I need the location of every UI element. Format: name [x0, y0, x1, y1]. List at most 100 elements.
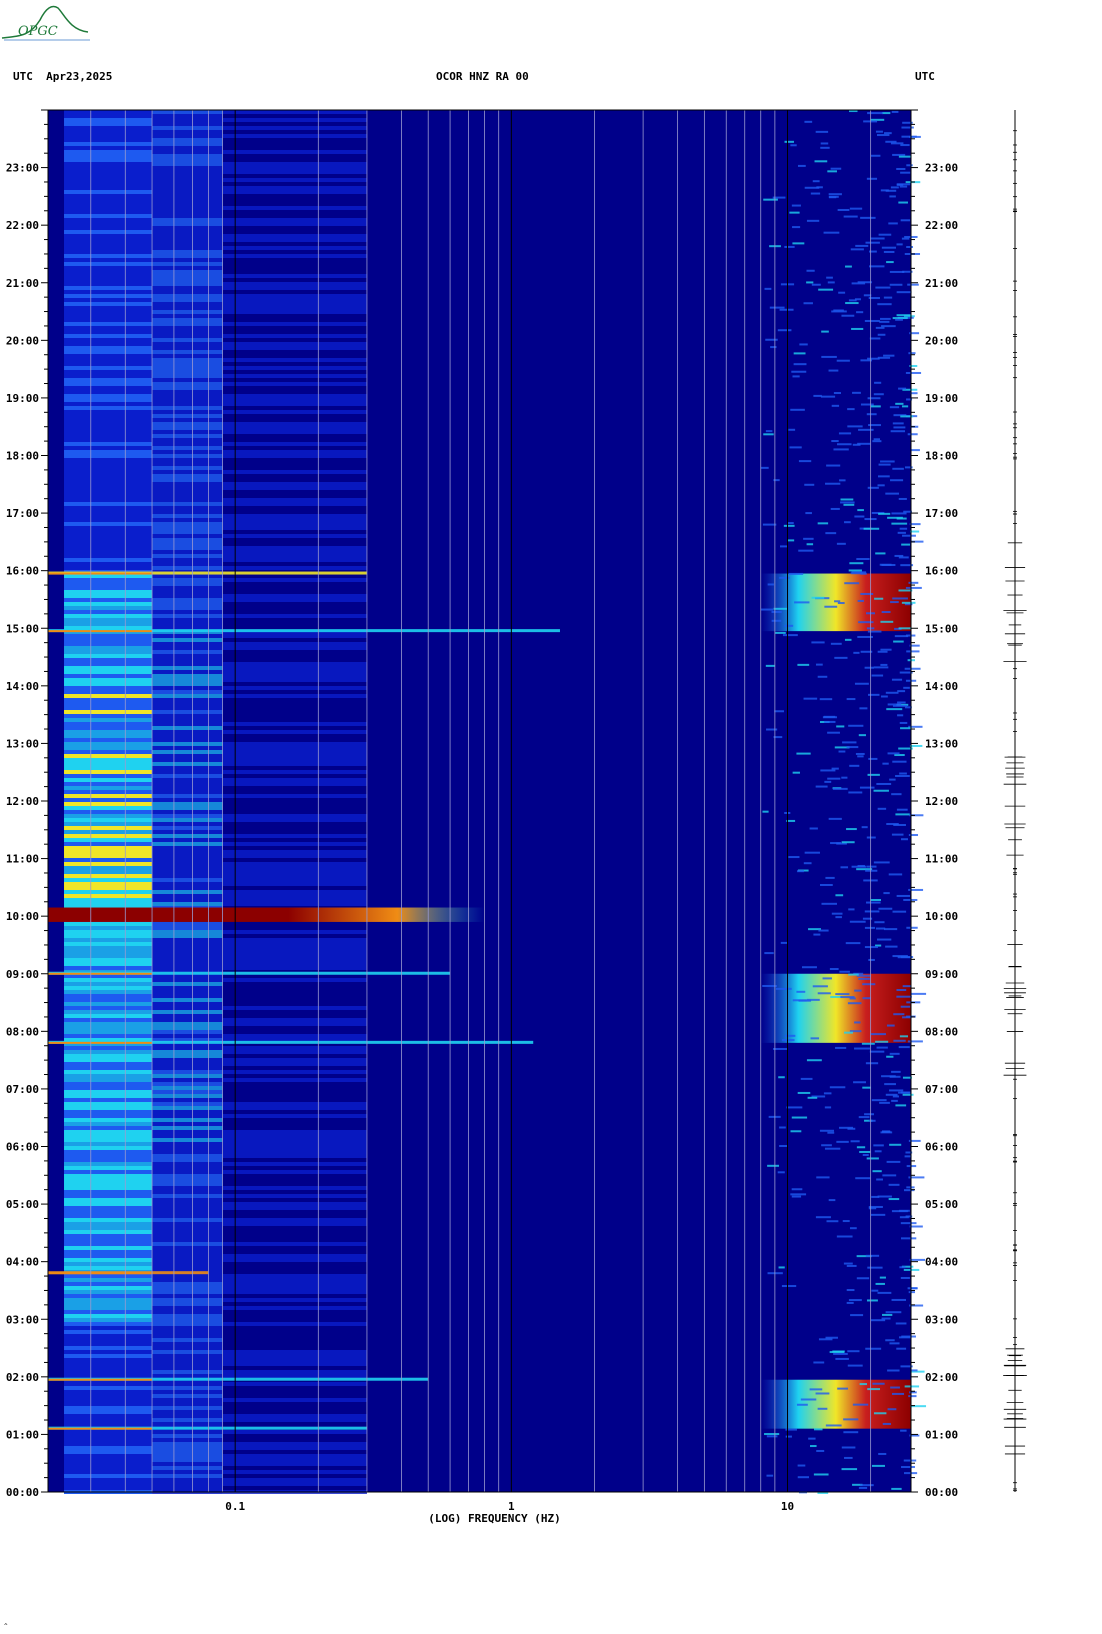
- spec-row: [64, 1022, 153, 1026]
- spec-row: [64, 778, 153, 782]
- spec-row: [152, 1162, 223, 1166]
- spec-row: [64, 1438, 153, 1442]
- hf-speckle: [909, 1225, 923, 1228]
- spec-row: [152, 978, 223, 982]
- spec-row: [64, 870, 153, 874]
- spec-row: [64, 1466, 153, 1470]
- spec-row: [64, 534, 153, 538]
- hf-speckle: [790, 1130, 802, 1133]
- spec-row: [152, 782, 223, 786]
- burst-band: [760, 973, 911, 1043]
- hf-speckle: [889, 270, 905, 273]
- spec-row: [64, 446, 153, 450]
- hf-speckle: [881, 1075, 896, 1078]
- spec-row: [64, 574, 153, 578]
- hf-speckle: [888, 873, 903, 876]
- spec-row: [64, 330, 153, 334]
- spec-row: [152, 178, 223, 182]
- spec-row: [64, 278, 153, 282]
- hf-speckle: [815, 130, 829, 133]
- spec-row: [152, 406, 223, 410]
- hf-speckle: [838, 750, 846, 753]
- hf-speckle: [896, 291, 912, 294]
- hf-speckle: [894, 754, 905, 757]
- hf-speckle: [899, 1209, 910, 1212]
- spec-row: [64, 498, 153, 502]
- spec-row: [64, 1070, 153, 1074]
- spec-row: [152, 1454, 223, 1458]
- spec-row: [152, 1082, 223, 1086]
- hf-speckle: [779, 1144, 788, 1147]
- hf-speckle: [910, 449, 920, 452]
- hf-speckle: [904, 466, 913, 469]
- hf-speckle: [850, 1314, 864, 1317]
- spec-row: [64, 222, 153, 226]
- hf-speckle: [839, 970, 850, 973]
- hf-speckle: [866, 177, 878, 180]
- spec-row: [152, 1006, 223, 1010]
- hf-speckle: [866, 901, 881, 904]
- y-tick-label-right: 15:00: [925, 622, 958, 635]
- hf-speckle: [900, 1365, 913, 1368]
- hf-speckle: [905, 1215, 913, 1218]
- spec-row: [152, 1350, 223, 1354]
- spec-row: [152, 770, 223, 774]
- spec-row: [152, 766, 223, 770]
- burst-band: [760, 1379, 911, 1429]
- hf-speckle: [910, 1405, 927, 1408]
- spec-row: [64, 1382, 153, 1386]
- hf-speckle: [871, 1289, 879, 1292]
- hf-speckle: [793, 352, 806, 355]
- spec-row: [64, 1258, 153, 1262]
- header-left: UTC Apr23,2025: [13, 70, 113, 83]
- hf-speckle: [860, 650, 873, 653]
- x-tick-label: 1: [508, 1500, 515, 1513]
- hf-speckle: [870, 899, 881, 902]
- hf-speckle: [857, 281, 872, 284]
- hf-speckle: [818, 288, 834, 291]
- hf-speckle: [848, 791, 863, 794]
- spec-row: [222, 522, 367, 526]
- hf-speckle: [904, 667, 921, 670]
- spec-row: [64, 1142, 153, 1146]
- hf-speckle: [865, 1062, 879, 1065]
- spec-row: [64, 1430, 153, 1434]
- spec-row: [64, 146, 153, 150]
- spec-row: [222, 770, 367, 774]
- spec-row: [152, 498, 223, 502]
- hf-speckle: [854, 298, 861, 301]
- hf-speckle: [897, 531, 906, 534]
- spec-row: [152, 1250, 223, 1254]
- spec-row: [222, 1142, 367, 1146]
- hf-speckle: [827, 281, 835, 284]
- spec-row: [152, 1346, 223, 1350]
- hf-speckle: [852, 1483, 863, 1486]
- spec-row: [64, 238, 153, 242]
- hf-speckle: [868, 1207, 877, 1210]
- hf-speckle: [829, 968, 839, 971]
- spec-row: [222, 430, 367, 434]
- hf-speckle: [849, 562, 864, 565]
- spec-row: [222, 1286, 367, 1290]
- hf-speckle: [797, 1476, 810, 1479]
- spec-row: [152, 1106, 223, 1110]
- hf-speckle: [868, 297, 880, 300]
- spec-row: [222, 218, 367, 222]
- spec-row: [64, 934, 153, 938]
- spec-row: [64, 302, 153, 306]
- hf-speckle: [843, 1431, 859, 1434]
- hf-speckle: [780, 941, 788, 944]
- hf-speckle: [787, 522, 794, 525]
- hf-speckle: [830, 167, 842, 170]
- spec-row: [152, 542, 223, 546]
- spec-row: [152, 1050, 223, 1054]
- spec-row: [64, 334, 153, 338]
- hf-speckle: [901, 601, 916, 604]
- spec-row: [64, 366, 153, 370]
- hf-speckle: [886, 1160, 901, 1163]
- hf-speckle: [885, 691, 899, 694]
- hf-speckle: [787, 539, 795, 542]
- spec-row: [64, 682, 153, 686]
- spec-row: [152, 1470, 223, 1474]
- spec-row: [64, 858, 153, 862]
